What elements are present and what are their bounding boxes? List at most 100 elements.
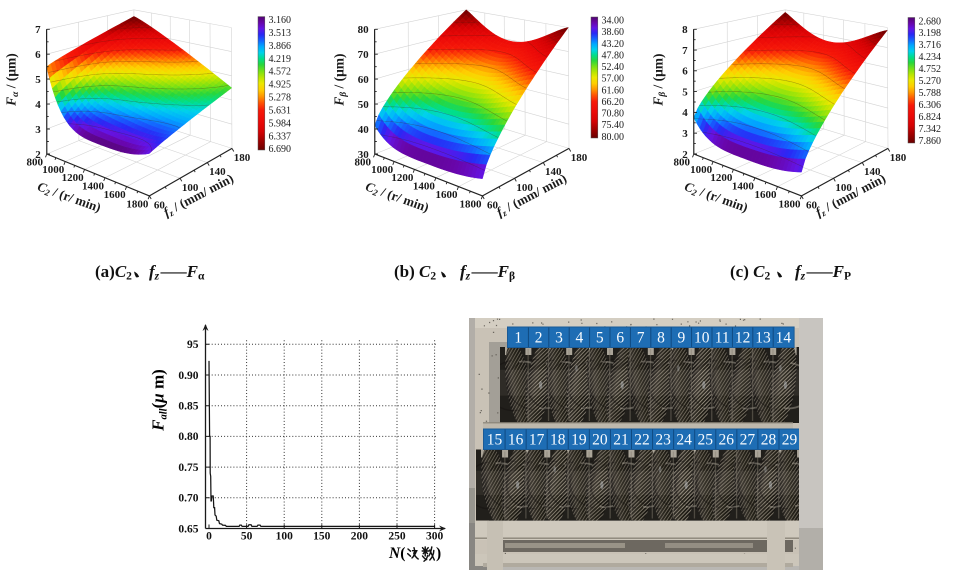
svg-text:4.572: 4.572 <box>269 67 292 78</box>
svg-text:100: 100 <box>276 531 294 543</box>
svg-text:43.20: 43.20 <box>602 39 625 50</box>
svg-text:): ) <box>436 545 441 562</box>
svg-text:47.80: 47.80 <box>602 51 625 62</box>
svg-text:0.80: 0.80 <box>178 431 198 443</box>
svg-text:26: 26 <box>719 432 735 449</box>
svg-text:fz—FP: fz—FP <box>795 262 851 283</box>
svg-text:17: 17 <box>529 432 545 449</box>
svg-text:(a)C2: (a)C2 <box>95 262 132 283</box>
svg-text:80.00: 80.00 <box>602 132 625 143</box>
svg-text:1: 1 <box>514 330 522 347</box>
svg-text:6: 6 <box>35 49 41 61</box>
svg-text:Fα / (μm): Fα / (μm) <box>4 53 22 107</box>
svg-text:300: 300 <box>426 531 444 543</box>
svg-text:0.85: 0.85 <box>178 401 198 413</box>
svg-text:100: 100 <box>835 182 852 194</box>
svg-text:100: 100 <box>182 182 199 194</box>
svg-text:29: 29 <box>782 432 798 449</box>
svg-text:(b) C2: (b) C2 <box>394 262 436 283</box>
svg-text:6.824: 6.824 <box>919 112 942 123</box>
svg-text:7.342: 7.342 <box>919 124 942 135</box>
svg-text:250: 250 <box>388 531 406 543</box>
svg-text:22: 22 <box>634 432 650 449</box>
svg-text:3.716: 3.716 <box>919 40 942 51</box>
svg-text:3.198: 3.198 <box>919 28 942 39</box>
svg-text:0.65: 0.65 <box>178 523 198 535</box>
svg-text:1200: 1200 <box>62 172 85 184</box>
svg-text:19: 19 <box>571 432 587 449</box>
svg-text:1200: 1200 <box>710 172 733 184</box>
svg-text:7.860: 7.860 <box>919 136 942 147</box>
svg-text:1800: 1800 <box>779 198 802 210</box>
svg-text:14: 14 <box>776 330 792 347</box>
svg-text:5.984: 5.984 <box>269 118 292 129</box>
svg-text:70: 70 <box>358 49 370 61</box>
svg-text:6: 6 <box>682 66 688 78</box>
svg-text:fz—Fβ: fz—Fβ <box>460 262 515 283</box>
svg-text:5.631: 5.631 <box>269 105 292 116</box>
svg-text:4.925: 4.925 <box>269 80 292 91</box>
svg-text:fz—Fα: fz—Fα <box>149 262 205 283</box>
svg-text:0.75: 0.75 <box>178 462 198 474</box>
svg-text:1600: 1600 <box>104 189 127 201</box>
svg-text:180: 180 <box>890 152 907 164</box>
svg-text:140: 140 <box>545 166 562 178</box>
svg-text:6: 6 <box>616 330 624 347</box>
svg-text:4: 4 <box>682 107 688 119</box>
svg-text:2.680: 2.680 <box>919 16 942 27</box>
svg-text:7: 7 <box>682 45 688 57</box>
svg-text:6.306: 6.306 <box>919 100 942 111</box>
svg-text:5.270: 5.270 <box>919 76 942 87</box>
svg-text:4: 4 <box>35 99 41 111</box>
svg-text:0: 0 <box>206 531 212 543</box>
svg-text:34.00: 34.00 <box>602 16 625 27</box>
svg-text:4: 4 <box>576 330 584 347</box>
svg-text:1600: 1600 <box>436 189 459 201</box>
svg-text:15: 15 <box>487 432 503 449</box>
svg-text:180: 180 <box>571 152 588 164</box>
svg-text:1600: 1600 <box>755 189 778 201</box>
svg-text:1400: 1400 <box>82 180 105 192</box>
svg-text:40: 40 <box>358 124 370 136</box>
svg-text:100: 100 <box>516 182 533 194</box>
svg-text:10: 10 <box>694 330 710 347</box>
svg-text:60: 60 <box>358 74 370 86</box>
svg-text:20: 20 <box>592 432 608 449</box>
svg-text:200: 200 <box>351 531 369 543</box>
svg-text:75.40: 75.40 <box>602 120 625 131</box>
svg-text:57.00: 57.00 <box>602 74 625 85</box>
svg-text:1800: 1800 <box>460 198 483 210</box>
svg-text:Fβ / (μm): Fβ / (μm) <box>651 53 669 106</box>
svg-text:28: 28 <box>761 432 777 449</box>
svg-text:4.752: 4.752 <box>919 64 942 75</box>
svg-text:180: 180 <box>234 152 251 164</box>
svg-text:1800: 1800 <box>126 198 149 210</box>
svg-text:12: 12 <box>735 330 751 347</box>
svg-text:6.337: 6.337 <box>269 131 292 142</box>
svg-text:50: 50 <box>358 99 370 111</box>
svg-text:23: 23 <box>655 432 671 449</box>
svg-text:7: 7 <box>35 24 41 36</box>
svg-text:16: 16 <box>508 432 524 449</box>
svg-text:800: 800 <box>355 157 372 169</box>
svg-text:18: 18 <box>550 432 566 449</box>
svg-text:11: 11 <box>715 330 730 347</box>
svg-text:5: 5 <box>596 330 604 347</box>
svg-text:8: 8 <box>682 24 688 36</box>
svg-text:1200: 1200 <box>391 172 414 184</box>
svg-text:5.278: 5.278 <box>269 93 292 104</box>
svg-text:60: 60 <box>154 199 166 211</box>
svg-text:Fβ / (μm): Fβ / (μm) <box>332 53 350 106</box>
svg-text:3.160: 3.160 <box>269 15 292 26</box>
svg-text:24: 24 <box>676 432 692 449</box>
svg-text:27: 27 <box>740 432 756 449</box>
svg-text:5: 5 <box>35 74 41 86</box>
svg-text:0.70: 0.70 <box>178 493 198 505</box>
svg-text:21: 21 <box>613 432 629 449</box>
svg-text:1400: 1400 <box>413 180 436 192</box>
svg-text:30: 30 <box>358 149 370 161</box>
svg-text:150: 150 <box>313 531 331 543</box>
svg-text:1000: 1000 <box>690 164 713 176</box>
svg-text:2: 2 <box>682 149 688 161</box>
svg-text:50: 50 <box>241 531 253 543</box>
